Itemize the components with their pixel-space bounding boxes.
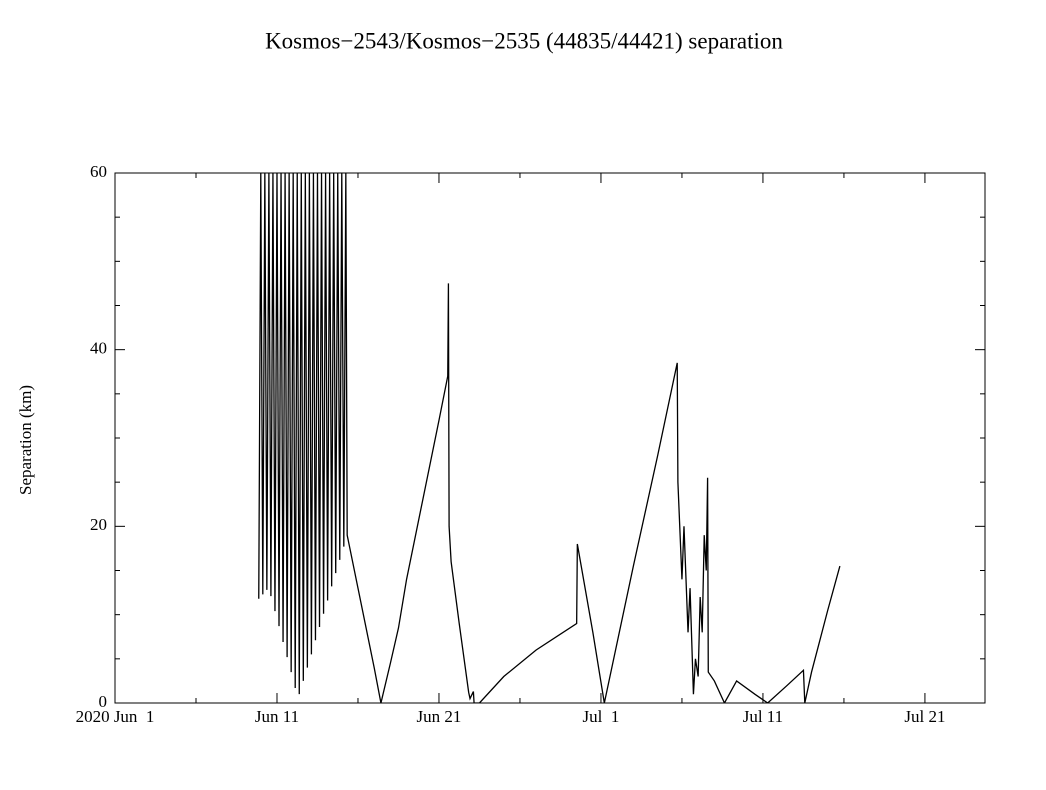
y-tick-label: 0 [99,692,108,711]
x-tick-label: Jul 11 [743,707,783,726]
x-tick-label: Jul 1 [583,707,620,726]
y-tick-label: 60 [90,162,107,181]
plot-frame [114,172,986,704]
x-tick-label: Jul 21 [904,707,945,726]
x-tick-label: 2020 Jun 1 [76,707,155,726]
chart-title: Kosmos−2543/Kosmos−2535 (44835/44421) se… [265,28,783,53]
y-axis-label: Separation (km) [16,385,35,495]
y-tick-label: 20 [90,515,107,534]
series-group [258,173,841,703]
y-tick-label: 40 [90,339,107,358]
x-tick-label: Jun 11 [255,707,299,726]
ticks: 0 20 40 60 2020 Jun 1 Jun 11 Jun 21 Jul 1 Jul 11… [76,162,985,726]
x-tick-label: Jun 21 [417,707,462,726]
separation-line [258,173,841,703]
